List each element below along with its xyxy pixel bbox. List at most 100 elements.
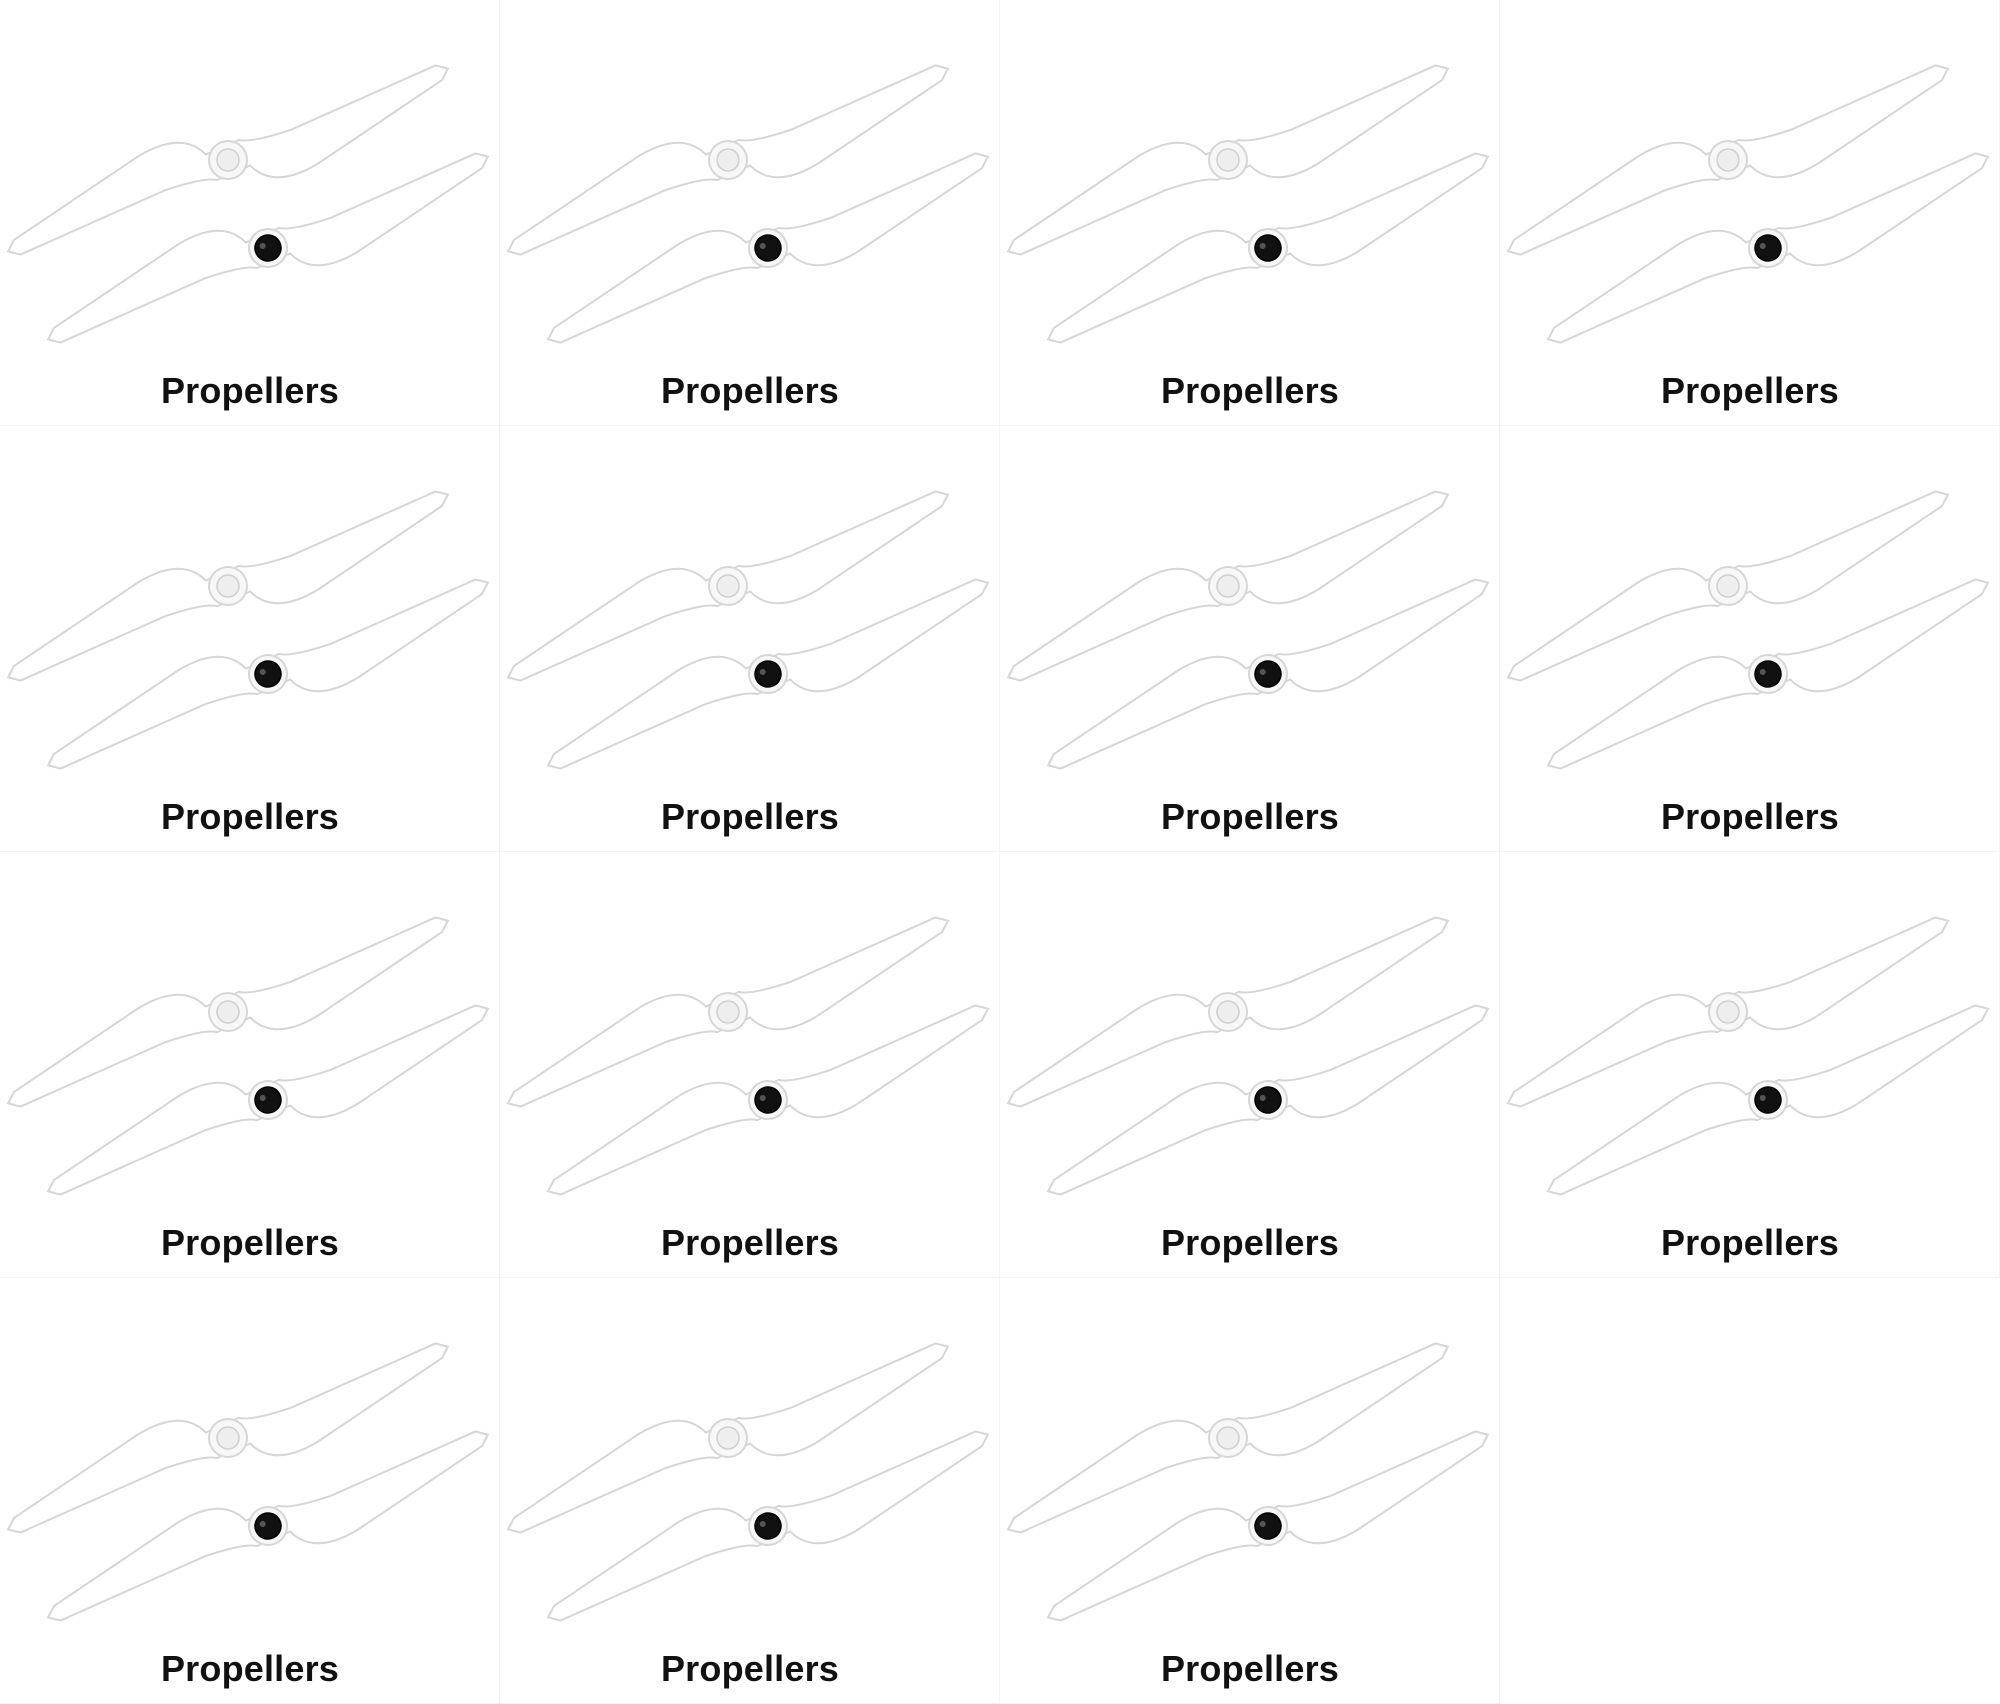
white-hub-nut	[716, 1426, 740, 1450]
propeller-pair-image	[1006, 64, 1490, 344]
black-hub-nut	[1754, 660, 1782, 688]
tile-background	[1000, 0, 1500, 426]
upper-propeller	[506, 490, 950, 682]
white-hub-nut	[1716, 1000, 1740, 1024]
white-hub-nut	[1216, 574, 1240, 598]
upper-propeller	[6, 64, 450, 256]
propeller-tile: Propellers	[1000, 426, 1500, 852]
propeller-caption: Propellers	[160, 1222, 340, 1263]
propeller-tile: Propellers	[1000, 0, 1500, 426]
upper-propeller	[1006, 64, 1450, 256]
propeller-tile: Propellers	[0, 1278, 500, 1704]
black-hub-nut	[1754, 1086, 1782, 1114]
propeller-caption: Propellers	[160, 796, 340, 837]
propeller-pair-image	[1506, 64, 1990, 344]
lower-propeller	[46, 1004, 490, 1196]
propeller-caption: Propellers	[1160, 796, 1340, 837]
upper-propeller	[6, 490, 450, 682]
propeller-caption: Propellers	[660, 1648, 840, 1689]
white-hub-nut	[216, 1426, 240, 1450]
white-hub-nut	[216, 574, 240, 598]
propeller-caption: Propellers	[160, 1648, 340, 1689]
upper-propeller	[506, 1342, 950, 1534]
upper-propeller	[1506, 916, 1950, 1108]
propeller-tile: Propellers	[0, 852, 500, 1278]
propeller-pair-image	[1006, 490, 1490, 770]
lower-propeller	[1046, 1430, 1490, 1622]
black-hub-nut	[754, 1086, 782, 1114]
hub-highlight	[1259, 242, 1266, 249]
black-hub-nut	[1254, 1086, 1282, 1114]
tile-background	[1000, 852, 1500, 1278]
propeller-pair-image	[506, 916, 990, 1196]
propeller-caption: Propellers	[1160, 1648, 1340, 1689]
white-hub-nut	[716, 1000, 740, 1024]
hub-highlight	[259, 1520, 266, 1527]
propeller-pair-image	[6, 64, 490, 344]
white-hub-nut	[1716, 574, 1740, 598]
propeller-pair-image	[1506, 490, 1990, 770]
propeller-tile: Propellers	[1000, 852, 1500, 1278]
black-hub-nut	[1254, 1512, 1282, 1540]
propeller-tile: Propellers	[1500, 0, 2000, 426]
black-hub-nut	[254, 1086, 282, 1114]
propeller-caption: Propellers	[1660, 1222, 1840, 1263]
hub-highlight	[259, 668, 266, 675]
white-hub-nut	[716, 148, 740, 172]
lower-propeller	[1546, 152, 1990, 344]
upper-propeller	[1506, 64, 1950, 256]
propeller-tile: Propellers	[0, 0, 500, 426]
propeller-pair-image	[1006, 1342, 1490, 1622]
upper-propeller	[1006, 1342, 1450, 1534]
propeller-pair-image	[506, 64, 990, 344]
lower-propeller	[546, 1004, 990, 1196]
hub-highlight	[259, 242, 266, 249]
black-hub-nut	[254, 1512, 282, 1540]
black-hub-nut	[1254, 234, 1282, 262]
lower-propeller	[1546, 578, 1990, 770]
propeller-tile: Propellers	[500, 426, 1000, 852]
propeller-caption: Propellers	[1660, 370, 1840, 411]
propeller-pair-image	[6, 1342, 490, 1622]
white-hub-nut	[216, 148, 240, 172]
propeller-tile: Propellers	[500, 1278, 1000, 1704]
hub-highlight	[759, 242, 766, 249]
propeller-tile: Propellers	[500, 0, 1000, 426]
hub-highlight	[759, 1094, 766, 1101]
white-hub-nut	[1216, 1426, 1240, 1450]
hub-highlight	[1759, 668, 1766, 675]
propeller-caption: Propellers	[1660, 796, 1840, 837]
propeller-caption: Propellers	[660, 796, 840, 837]
propeller-pair-image	[6, 916, 490, 1196]
hub-highlight	[1259, 1520, 1266, 1527]
propeller-tile: Propellers	[1500, 426, 2000, 852]
black-hub-nut	[1254, 660, 1282, 688]
lower-propeller	[546, 1430, 990, 1622]
black-hub-nut	[754, 660, 782, 688]
propeller-caption: Propellers	[1160, 1222, 1340, 1263]
black-hub-nut	[754, 1512, 782, 1540]
upper-propeller	[6, 1342, 450, 1534]
lower-propeller	[1046, 578, 1490, 770]
upper-propeller	[6, 916, 450, 1108]
propeller-tile: Propellers	[0, 426, 500, 852]
lower-propeller	[1046, 1004, 1490, 1196]
propeller-tile: Propellers	[500, 852, 1000, 1278]
black-hub-nut	[754, 234, 782, 262]
hub-highlight	[759, 668, 766, 675]
lower-propeller	[46, 578, 490, 770]
lower-propeller	[546, 578, 990, 770]
tile-background	[1000, 426, 1500, 852]
propeller-caption: Propellers	[660, 370, 840, 411]
propeller-pair-image	[506, 1342, 990, 1622]
black-hub-nut	[254, 234, 282, 262]
lower-propeller	[46, 152, 490, 344]
upper-propeller	[1006, 490, 1450, 682]
propeller-tile: Propellers	[1000, 1278, 1500, 1704]
upper-propeller	[506, 64, 950, 256]
tile-background	[0, 0, 500, 426]
white-hub-nut	[1716, 148, 1740, 172]
propeller-pair-image	[506, 490, 990, 770]
tile-background	[500, 852, 1000, 1278]
